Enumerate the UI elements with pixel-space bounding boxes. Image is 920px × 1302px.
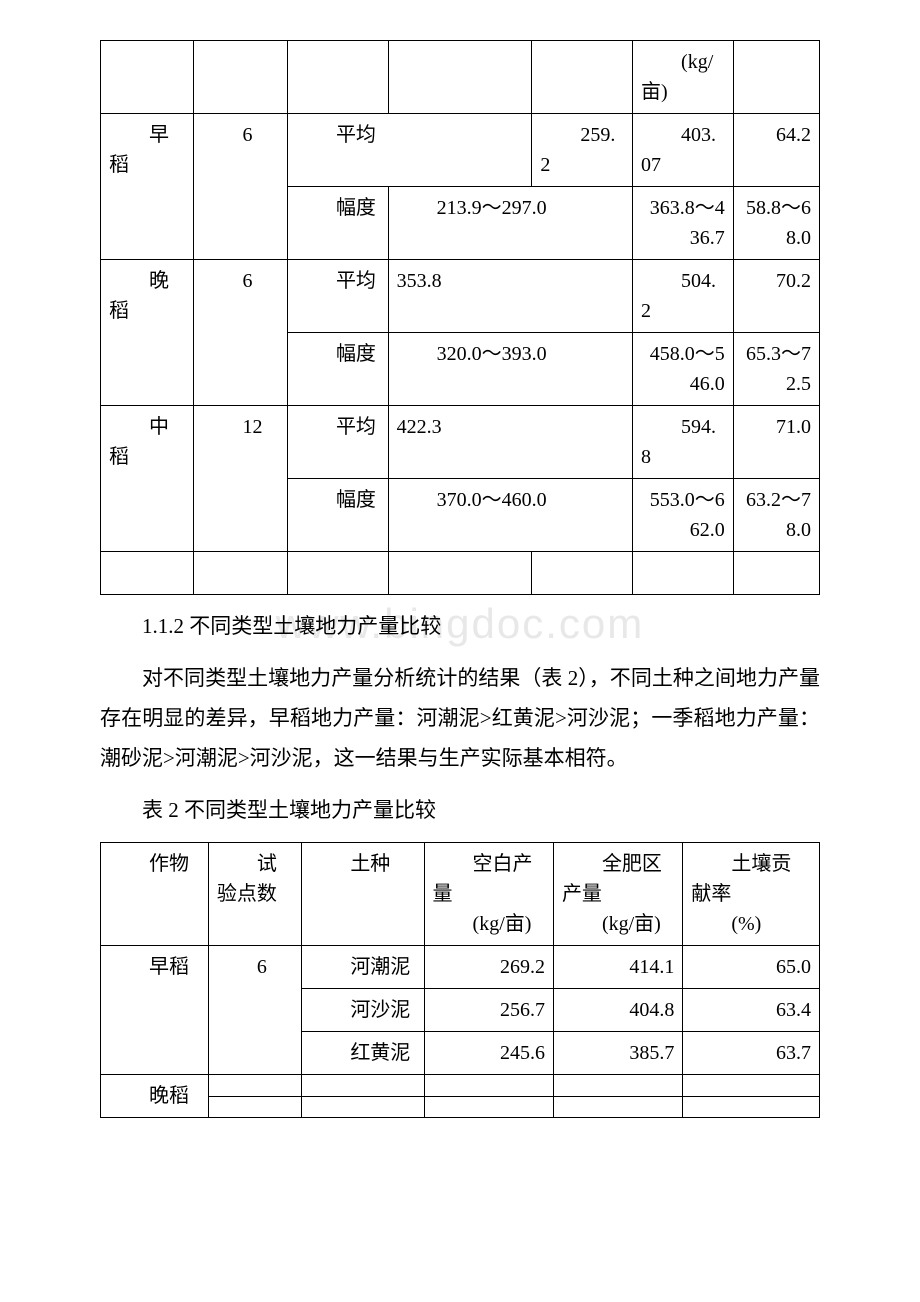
cell [683,1096,820,1118]
table-row [101,1096,820,1118]
cell: 363.8～436.7 [633,187,734,260]
cell [101,552,194,595]
table-header-row: 作物 试验点数 土种 空白产量(kg/亩) 全肥区产量(kg/亩) 土壤贡献率(… [101,843,820,946]
cell-label: 平均 [287,406,388,479]
table-2: 作物 试验点数 土种 空白产量(kg/亩) 全肥区产量(kg/亩) 土壤贡献率(… [100,842,820,1118]
cell: 245.6 [424,1032,553,1075]
cell: 594.8 [633,406,734,479]
cell-label: 平均 [287,114,531,187]
cell: 269.2 [424,946,553,989]
cell [733,552,819,595]
cell [388,552,532,595]
cell-crop: 早稻 [101,114,194,260]
cell: 70.2 [733,260,819,333]
cell-label: 平均 [287,260,388,333]
cell: 403.07 [633,114,734,187]
section-heading: 1.1.2 不同类型土壤地力产量比较 [100,607,820,647]
cell: 404.8 [553,989,682,1032]
cell [287,41,388,114]
cell [101,41,194,114]
cell-points: 6 [194,114,287,260]
table-row: (kg/亩) [101,41,820,114]
table-1: (kg/亩) 早稻 6 平均 259.2 403.07 64.2 幅度 213.… [100,40,820,595]
header-points: 试验点数 [208,843,301,946]
cell-crop: 晚稻 [101,1075,209,1118]
cell [208,1096,301,1118]
header-crop: 作物 [101,843,209,946]
cell [553,1096,682,1118]
table-row: 中稻 12 平均 422.3 594.8 71.0 [101,406,820,479]
cell: 64.2 [733,114,819,187]
cell: 71.0 [733,406,819,479]
cell-label: 幅度 [287,333,388,406]
cell: 58.8～68.0 [733,187,819,260]
cell [194,41,287,114]
cell-crop: 晚稻 [101,260,194,406]
table-row: 晚稻 6 平均 353.8 504.2 70.2 [101,260,820,333]
cell-label: 幅度 [287,187,388,260]
cell: 63.7 [683,1032,820,1075]
cell [633,552,734,595]
cell [532,552,633,595]
cell: (kg/亩) [633,41,734,114]
cell [388,41,532,114]
cell: 414.1 [553,946,682,989]
header-soil: 土种 [302,843,424,946]
cell: 553.0～662.0 [633,479,734,552]
cell [733,41,819,114]
table-row: 早稻 6 河潮泥 269.2 414.1 65.0 [101,946,820,989]
table-row: 晚稻 [101,1075,820,1097]
table-row: 早稻 6 平均 259.2 403.07 64.2 [101,114,820,187]
cell [532,41,633,114]
cell [553,1075,682,1097]
cell: 213.9～297.0 [388,187,632,260]
header-blank: 空白产量(kg/亩) [424,843,553,946]
cell: 63.4 [683,989,820,1032]
cell: 65.3～72.5 [733,333,819,406]
cell [424,1096,553,1118]
cell: 63.2～78.0 [733,479,819,552]
cell: 259.2 [532,114,633,187]
cell: 320.0～393.0 [388,333,632,406]
cell [208,1075,301,1097]
cell: 65.0 [683,946,820,989]
table-row [101,552,820,595]
cell: 256.7 [424,989,553,1032]
cell [683,1075,820,1097]
cell: 385.7 [553,1032,682,1075]
cell-points: 6 [208,946,301,1075]
cell [287,552,388,595]
cell: 458.0～546.0 [633,333,734,406]
cell: 353.8 [388,260,632,333]
cell-soil: 红黄泥 [302,1032,424,1075]
header-full: 全肥区产量(kg/亩) [553,843,682,946]
header-contrib: 土壤贡献率(%) [683,843,820,946]
cell-crop: 早稻 [101,946,209,1075]
cell [194,552,287,595]
cell: 422.3 [388,406,632,479]
cell-soil: 河潮泥 [302,946,424,989]
cell: 504.2 [633,260,734,333]
cell-points: 6 [194,260,287,406]
body-paragraph: 对不同类型土壤地力产量分析统计的结果（表 2），不同土种之间地力产量存在明显的差… [100,659,820,779]
cell-label: 幅度 [287,479,388,552]
cell-crop: 中稻 [101,406,194,552]
cell-soil: 河沙泥 [302,989,424,1032]
cell [302,1075,424,1097]
cell [424,1075,553,1097]
cell: 370.0～460.0 [388,479,632,552]
table-caption: 表 2 不同类型土壤地力产量比较 [100,791,820,831]
cell [302,1096,424,1118]
cell-points: 12 [194,406,287,552]
